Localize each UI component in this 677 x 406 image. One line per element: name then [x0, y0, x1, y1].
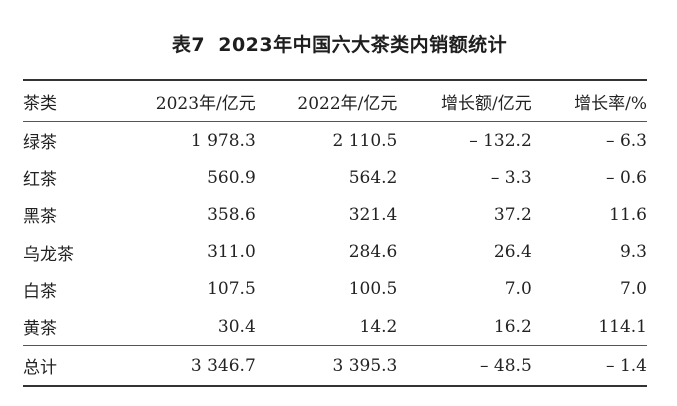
cell-sales-2022: 564.2 — [348, 167, 398, 188]
total-row: 总计 3 346.7 3 395.3 – 48.5 – 1.4 — [23, 345, 647, 388]
cell-sales-2023: 358.6 — [207, 204, 256, 225]
cell-sales-2022: 284.6 — [348, 242, 398, 263]
cell-growth-amount: 37.2 — [493, 204, 532, 225]
cell-growth-rate: 7.0 — [619, 279, 647, 300]
table-title: 2023年中国六大茶类内销额统计 — [218, 34, 508, 56]
cell-total-label: 总计 — [23, 345, 122, 388]
cell-total-growth-rate: – 1.4 — [531, 345, 647, 388]
cell-total-growth-amount: – 48.5 — [397, 345, 532, 388]
cell-growth-amount: – 132.2 — [469, 130, 532, 151]
cell-category: 乌龙茶 — [23, 244, 74, 265]
cell-sales-2022: 14.2 — [359, 316, 398, 337]
cell-growth-rate: 11.6 — [609, 204, 647, 225]
header-row: 茶类 2023年/亿元 2022年/亿元 增长额/亿元 增长率/% — [23, 79, 647, 122]
table-row: 乌龙茶 311.0 284.6 26.4 9.3 — [23, 234, 647, 271]
cell-growth-amount: 26.4 — [493, 242, 532, 263]
table-caption: 表7 2023年中国六大茶类内销额统计 — [0, 30, 677, 57]
cell-growth-amount: 16.2 — [493, 316, 532, 337]
cell-category: 绿茶 — [23, 133, 57, 154]
cell-category: 黄茶 — [23, 319, 57, 340]
table-footer: 总计 3 346.7 3 395.3 – 48.5 – 1.4 — [23, 345, 647, 388]
table-body: 绿茶 1 978.3 2 110.5 – 132.2 – 6.3 红茶 560.… — [23, 122, 647, 346]
cell-growth-amount: 7.0 — [504, 279, 532, 300]
cell-category: 黑茶 — [23, 207, 57, 228]
header-growth-rate: 增长率/% — [531, 79, 647, 122]
cell-sales-2023: 560.9 — [207, 167, 256, 188]
table-row: 黑茶 358.6 321.4 37.2 11.6 — [23, 196, 647, 233]
cell-growth-rate: – 6.3 — [606, 130, 647, 151]
header-sales-2023: 2023年/亿元 — [121, 79, 256, 122]
cell-sales-2022: 100.5 — [348, 279, 398, 300]
cell-growth-amount: – 3.3 — [490, 167, 532, 188]
table-number: 表7 — [171, 34, 206, 56]
table-row: 黄茶 30.4 14.2 16.2 114.1 — [23, 308, 647, 346]
cell-category: 白茶 — [23, 281, 57, 302]
cell-sales-2023: 30.4 — [217, 316, 256, 337]
header-sales-2022: 2022年/亿元 — [255, 79, 398, 122]
table-row: 白茶 107.5 100.5 7.0 7.0 — [23, 271, 647, 308]
cell-sales-2023: 311.0 — [207, 242, 256, 263]
cell-sales-2023: 107.5 — [207, 279, 256, 300]
cell-total-2023: 3 346.7 — [121, 345, 256, 388]
table-row: 红茶 560.9 564.2 – 3.3 – 0.6 — [23, 159, 647, 196]
cell-sales-2022: 321.4 — [348, 204, 398, 225]
header-category: 茶类 — [23, 79, 122, 122]
cell-sales-2023: 1 978.3 — [190, 130, 256, 151]
tea-sales-table: 茶类 2023年/亿元 2022年/亿元 增长额/亿元 增长率/% 绿茶 1 9… — [23, 79, 647, 388]
cell-growth-rate: 9.3 — [619, 242, 647, 263]
cell-growth-rate: 114.1 — [598, 316, 647, 337]
cell-sales-2022: 2 110.5 — [332, 130, 398, 151]
cell-category: 红茶 — [23, 170, 57, 191]
table-row: 绿茶 1 978.3 2 110.5 – 132.2 – 6.3 — [23, 122, 647, 160]
cell-total-2022: 3 395.3 — [255, 345, 398, 388]
table-header: 茶类 2023年/亿元 2022年/亿元 增长额/亿元 增长率/% — [23, 79, 647, 122]
cell-growth-rate: – 0.6 — [606, 167, 647, 188]
header-growth-amount: 增长额/亿元 — [397, 79, 532, 122]
